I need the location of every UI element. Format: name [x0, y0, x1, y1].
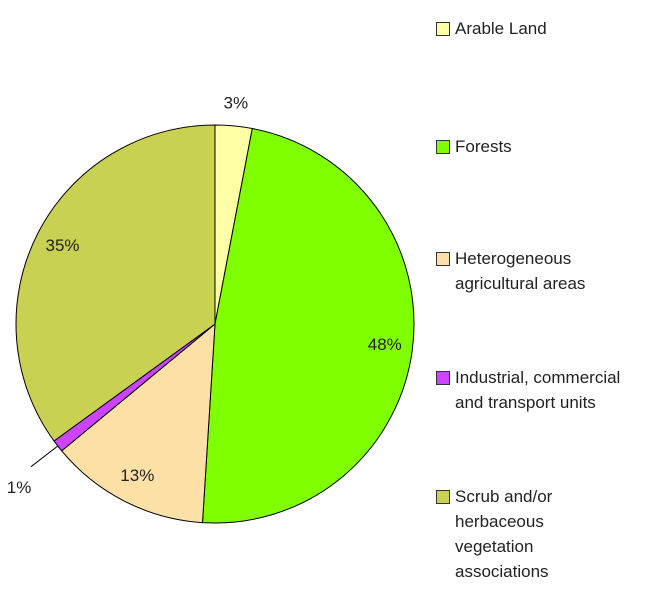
legend-label: Arable Land: [455, 19, 547, 38]
data-label: 48%: [368, 335, 402, 354]
legend-swatch: [436, 140, 450, 154]
legend-item: Forests: [436, 134, 636, 159]
legend-label: Heterogeneous agricultural areas: [455, 249, 586, 293]
legend-swatch: [436, 22, 450, 36]
data-label: 35%: [45, 236, 79, 255]
legend-swatch: [436, 490, 450, 504]
legend-item: Heterogeneous agricultural areas: [436, 246, 636, 296]
legend-label: Forests: [455, 137, 512, 156]
leader-line: [30, 445, 59, 468]
legend-label: Industrial, commercial and transport uni…: [455, 368, 621, 412]
legend-item: Scrub and/or herbaceous vegetation assoc…: [436, 484, 636, 584]
pie-slice: [201, 127, 415, 524]
data-label: 3%: [223, 94, 248, 113]
legend-item: Industrial, commercial and transport uni…: [436, 365, 636, 415]
legend-swatch: [436, 371, 450, 385]
pie-slice: [15, 124, 216, 442]
legend-item: Arable Land: [436, 16, 636, 41]
legend-swatch: [436, 252, 450, 266]
pie-slice: [60, 322, 216, 524]
legend-label: Scrub and/or herbaceous vegetation assoc…: [455, 487, 553, 581]
data-label: 13%: [120, 466, 154, 485]
data-label: 1%: [7, 478, 32, 497]
